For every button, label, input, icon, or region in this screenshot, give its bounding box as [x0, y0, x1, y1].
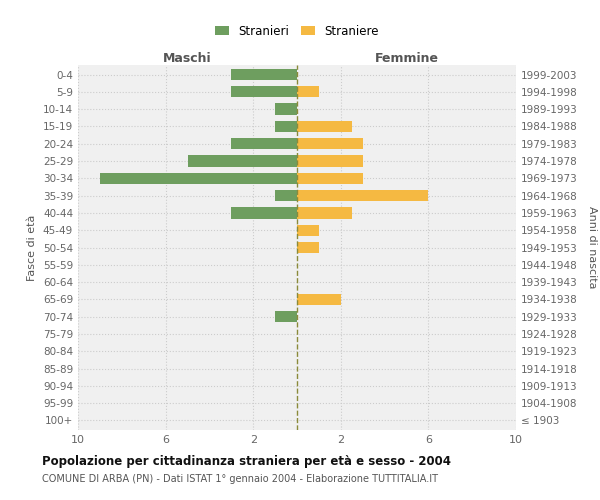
Text: Maschi: Maschi: [163, 52, 212, 65]
Bar: [232, 86, 297, 98]
Text: COMUNE DI ARBA (PN) - Dati ISTAT 1° gennaio 2004 - Elaborazione TUTTITALIA.IT: COMUNE DI ARBA (PN) - Dati ISTAT 1° genn…: [42, 474, 438, 484]
Bar: [100, 172, 297, 184]
Bar: [297, 242, 319, 253]
Bar: [232, 208, 297, 218]
Text: Femmine: Femmine: [374, 52, 439, 65]
Bar: [275, 104, 297, 115]
Y-axis label: Fasce di età: Fasce di età: [28, 214, 37, 280]
Bar: [297, 138, 362, 149]
Bar: [297, 208, 352, 218]
Bar: [297, 121, 352, 132]
Bar: [297, 86, 319, 98]
Y-axis label: Anni di nascita: Anni di nascita: [587, 206, 597, 289]
Bar: [297, 156, 362, 166]
Bar: [232, 138, 297, 149]
Bar: [232, 69, 297, 80]
Bar: [275, 311, 297, 322]
Bar: [297, 294, 341, 305]
Bar: [275, 121, 297, 132]
Bar: [275, 190, 297, 201]
Bar: [297, 190, 428, 201]
Bar: [297, 224, 319, 236]
Bar: [187, 156, 297, 166]
Legend: Stranieri, Straniere: Stranieri, Straniere: [210, 20, 384, 42]
Bar: [297, 172, 362, 184]
Text: Popolazione per cittadinanza straniera per età e sesso - 2004: Popolazione per cittadinanza straniera p…: [42, 455, 451, 468]
